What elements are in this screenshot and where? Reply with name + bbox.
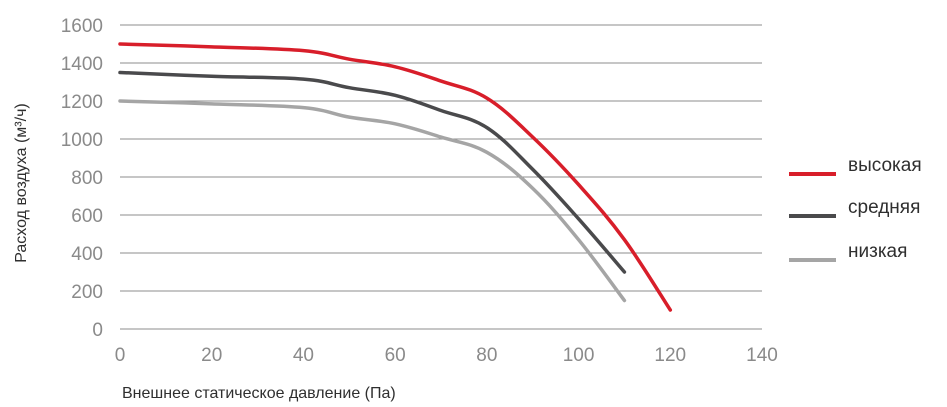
y-tick-label: 800 (71, 168, 103, 189)
y-tick-label: 1200 (61, 92, 103, 113)
x-tick-label: 20 (201, 345, 222, 366)
x-tick-label: 0 (115, 345, 126, 366)
series-lines (118, 42, 673, 312)
y-tick-label: 0 (92, 320, 103, 341)
y-tick-label: 1400 (61, 54, 103, 75)
y-tick-label: 600 (71, 206, 103, 227)
y-tick-label: 200 (71, 282, 103, 303)
series-line-2 (118, 70, 627, 274)
y-tick-label: 1000 (61, 130, 103, 151)
legend: высокая средняя низкая (789, 155, 922, 262)
series-line-1 (118, 42, 673, 312)
x-tick-label: 80 (476, 345, 497, 366)
x-tick-label: 100 (563, 345, 595, 366)
x-axis-ticks: 0 20 40 60 80 100 120 140 (115, 345, 778, 366)
x-tick-label: 120 (654, 345, 686, 366)
x-axis-title: Внешнее статическое давление (Па) (122, 385, 396, 402)
y-axis-ticks: 0 200 400 600 800 1000 1200 1400 1600 (61, 16, 103, 341)
grid-lines (120, 24, 762, 330)
x-tick-label: 40 (293, 345, 314, 366)
x-tick-label: 140 (746, 345, 778, 366)
y-tick-label: 400 (71, 244, 103, 265)
series-line-3 (118, 99, 627, 303)
x-tick-label: 60 (385, 345, 406, 366)
legend-label: низкая (848, 241, 907, 262)
y-axis-title: Расход воздуха (м³/ч) (13, 103, 30, 262)
legend-label: средняя (848, 197, 920, 218)
y-tick-label: 1600 (61, 16, 103, 37)
legend-label: высокая (848, 155, 922, 176)
